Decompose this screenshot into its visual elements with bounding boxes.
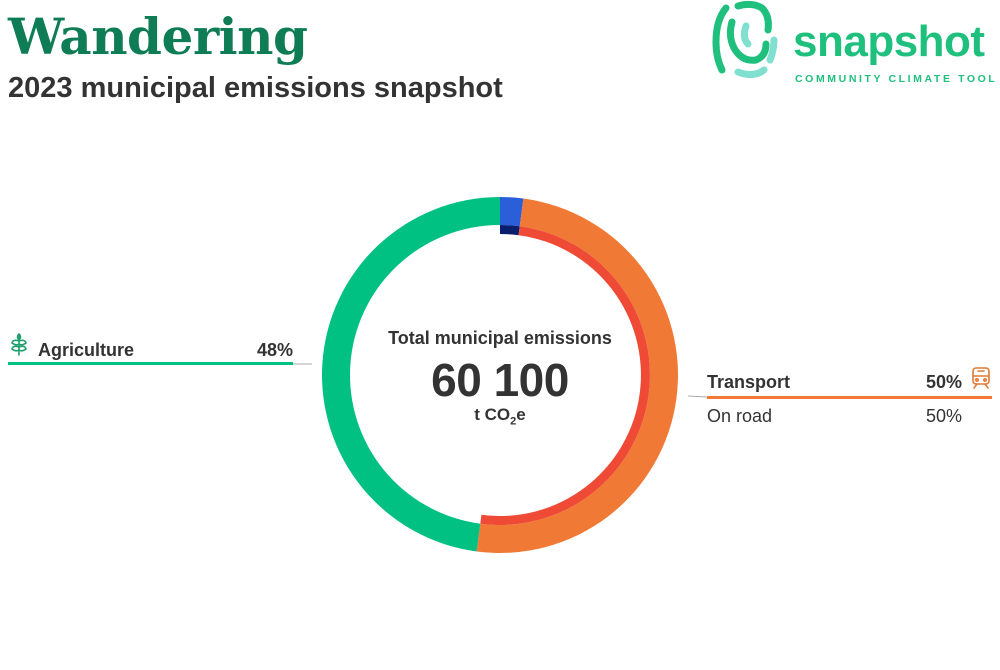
slice-transport [476, 198, 678, 553]
subslice-sector-0-0 [500, 225, 520, 236]
total-unit: t CO2e [350, 404, 650, 432]
legend-agriculture-percent: 48% [256, 340, 293, 360]
train-icon [972, 367, 990, 389]
total-label: Total municipal emissions [388, 328, 612, 348]
sector-ring [322, 197, 678, 553]
page-title: Wandering [8, 7, 308, 66]
legend-on-road-percent: 50% [925, 406, 962, 426]
logo-tagline: COMMUNITY CLIMATE TOOL [795, 73, 998, 85]
slice-agriculture [322, 197, 500, 552]
legend-agriculture-name: Agriculture [38, 340, 135, 360]
subsector-ring [480, 225, 650, 525]
legend-transport-name: Transport [707, 372, 791, 392]
legend-transport: Transport 50% On road 50% [707, 366, 992, 430]
unit-subscript: 2 [510, 415, 517, 428]
legend-agriculture: Agriculture 48% [8, 332, 293, 372]
total-value: 60 100 [431, 354, 569, 406]
leader-lines [293, 363, 708, 398]
wheat-icon [11, 332, 27, 356]
unit-suffix: e [516, 405, 526, 424]
legend-transport-percent: 50% [925, 372, 962, 392]
slice-sector-0 [500, 197, 524, 227]
snapshot-logo: snapshot COMMUNITY CLIMATE TOOL [712, 0, 1000, 92]
logo-wordmark: snapshot [793, 17, 985, 66]
unit-prefix: t CO [474, 405, 511, 424]
legend-agriculture-bar [8, 362, 293, 365]
legend-transport-bar [707, 396, 992, 399]
page-subtitle: 2023 municipal emissions snapshot [8, 72, 503, 104]
fingerprint-swirl-icon [712, 0, 778, 79]
leader-transport [687, 395, 708, 398]
legend-on-road-name: On road [707, 406, 773, 426]
